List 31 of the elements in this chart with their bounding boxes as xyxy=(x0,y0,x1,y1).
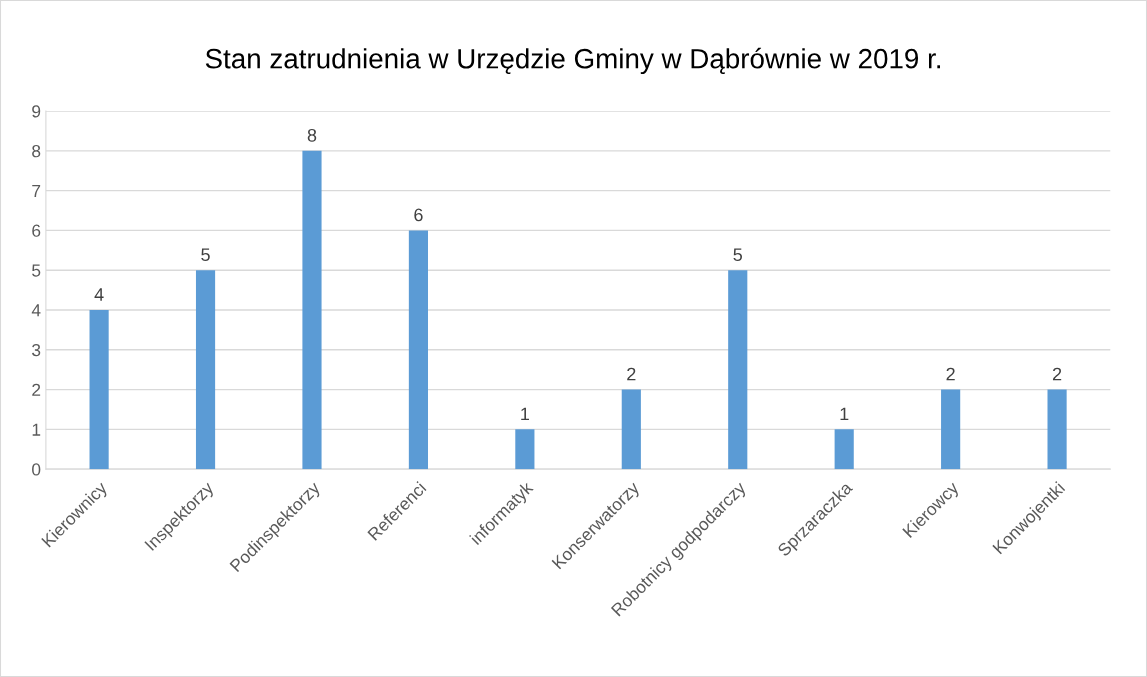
y-tick-label: 0 xyxy=(32,463,41,476)
y-tick-label: 1 xyxy=(32,423,41,436)
bar xyxy=(834,429,854,470)
data-label: 5 xyxy=(733,248,743,262)
y-tick-label: 7 xyxy=(32,184,41,197)
data-label: 8 xyxy=(307,128,317,142)
data-label: 2 xyxy=(1052,367,1062,381)
y-tick-label: 5 xyxy=(32,264,41,277)
bar xyxy=(195,270,216,470)
data-label: 2 xyxy=(946,367,955,381)
bar xyxy=(728,270,748,470)
y-tick-label: 8 xyxy=(32,144,41,158)
y-tick-label: 4 xyxy=(31,304,41,317)
data-label: 1 xyxy=(840,407,849,421)
bar xyxy=(621,389,641,470)
bar xyxy=(1047,389,1067,470)
y-tick-label: 3 xyxy=(32,343,41,357)
chart-title: Stan zatrudnienia w Urzędzie Gminy w Dąbrównie w 2019 r. xyxy=(205,47,940,75)
bar xyxy=(302,150,322,470)
bar xyxy=(515,429,535,470)
y-tick-label: 6 xyxy=(32,224,41,237)
data-label: 6 xyxy=(414,208,423,222)
y-tick-label: 2 xyxy=(32,383,41,396)
bar xyxy=(89,309,109,470)
data-label: 2 xyxy=(627,367,636,381)
bar xyxy=(941,389,961,470)
data-label: 1 xyxy=(521,407,530,421)
y-tick-label: 9 xyxy=(32,105,41,118)
data-label: 5 xyxy=(201,248,210,262)
data-label: 4 xyxy=(94,288,104,301)
bar xyxy=(408,230,429,470)
